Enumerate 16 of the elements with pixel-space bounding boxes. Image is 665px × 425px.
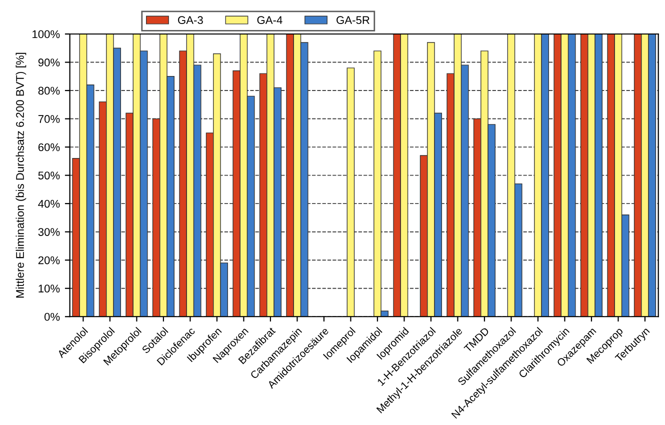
y-tick-label: 70% (38, 115, 60, 123)
y-tick-label: 40% (38, 200, 60, 208)
y-tick-label: 0% (44, 312, 60, 321)
bar (346, 68, 355, 317)
y-tick-label: 80% (38, 86, 60, 95)
y-tick-label: 60% (38, 143, 60, 152)
y-tick-label: 10% (38, 284, 60, 292)
y-tick-label: 30% (38, 228, 60, 236)
y-tick-label: 50% (38, 172, 60, 180)
legend-label: GA-5R (336, 16, 370, 24)
y-tick-label: 90% (38, 58, 60, 66)
legend-label: GA-3 (178, 16, 203, 24)
y-axis-title: Mittlere Elimination (bis Durchsatz 6.200 BVT) [%] (16, 52, 26, 298)
y-tick-label: 100% (32, 30, 60, 38)
y-tick-label: 20% (38, 256, 60, 264)
legend-label: GA-4 (257, 16, 282, 24)
